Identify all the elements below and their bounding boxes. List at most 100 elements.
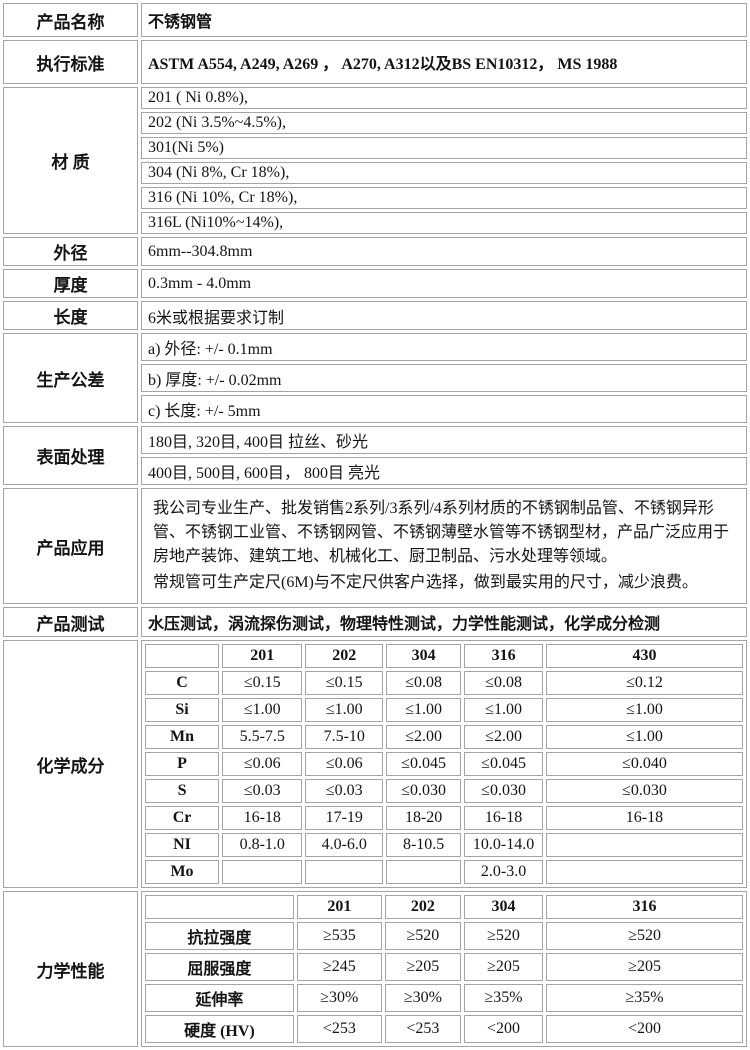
material-item: 301(Ni 5%): [141, 137, 747, 159]
chem-row: NI 0.8-1.0 4.0-6.0 8-10.5 10.0-14.0: [145, 833, 743, 857]
chem-row: Mn 5.5-7.5 7.5-10 ≤2.00 ≤2.00 ≤1.00: [145, 725, 743, 749]
chem-cell: ≤0.08: [386, 671, 462, 695]
tolerance-item: b) 厚度: +/- 0.02mm: [141, 364, 747, 392]
chem-cell: ≤0.030: [545, 779, 743, 803]
mech-cell: ≥520: [546, 922, 743, 950]
label-outer-diameter: 外径: [3, 237, 138, 266]
material-item: 304 (Ni 8%, Cr 18%),: [141, 162, 747, 184]
row-tolerance: c) 长度: +/- 5mm: [3, 395, 747, 423]
chem-element: S: [145, 779, 220, 803]
chem-cell: 10.0-14.0: [464, 833, 543, 857]
chem-cell: ≤0.045: [386, 752, 462, 776]
row-standards: 执行标准 ASTM A554, A249, A269 ， A270, A312以…: [3, 40, 747, 84]
label-application: 产品应用: [3, 488, 138, 604]
chem-element: P: [145, 752, 220, 776]
row-tolerance: 生产公差 a) 外径: +/- 0.1mm: [3, 333, 747, 423]
application-cell: 我公司专业生产、批发销售2系列/3系列/4系列材质的不锈钢制品管、不锈钢异形管、…: [141, 488, 747, 604]
chem-cell: ≤1.00: [545, 698, 743, 722]
product-name-value: 不锈钢管: [141, 3, 747, 37]
material-item: 201 ( Ni 0.8%),: [141, 87, 747, 109]
chem-cell: [222, 860, 303, 884]
material-item: 316L (Ni10%~14%),: [141, 212, 747, 234]
mech-row: 屈服强度 ≥245 ≥205 ≥205 ≥205: [145, 953, 743, 981]
mech-cell: ≥30%: [296, 984, 382, 1012]
chem-cell: ≤0.030: [464, 779, 543, 803]
length-value: 6米或根据要求订制: [141, 301, 747, 330]
chem-cell: ≤0.06: [222, 752, 303, 776]
mech-property: 延伸率: [145, 984, 294, 1012]
chem-cell: ≤1.00: [464, 698, 543, 722]
mech-cell: <200: [546, 1015, 743, 1043]
chem-cell: ≤0.045: [464, 752, 543, 776]
chem-cell: [386, 860, 462, 884]
mech-cell: <253: [384, 1015, 461, 1043]
outer-diameter-value: 6mm--304.8mm: [141, 237, 747, 266]
chem-cell: ≤0.03: [222, 779, 303, 803]
label-length: 长度: [3, 301, 138, 330]
label-standards: 执行标准: [3, 40, 138, 84]
mech-row: 抗拉强度 ≥535 ≥520 ≥520 ≥520: [145, 922, 743, 950]
row-outer-diameter: 外径 6mm--304.8mm: [3, 237, 747, 266]
standards-value: ASTM A554, A249, A269 ， A270, A312以及BS E…: [141, 40, 747, 84]
chem-cell: 2.0-3.0: [464, 860, 543, 884]
label-material: 材 质: [3, 87, 138, 234]
chem-element: Mo: [145, 860, 220, 884]
mech-cell: ≥520: [384, 922, 461, 950]
row-material: 材 质 201 ( Ni 0.8%),: [3, 87, 747, 234]
chem-header: [145, 644, 220, 668]
material-item: 316 (Ni 10%, Cr 18%),: [141, 187, 747, 209]
row-mechanical: 力学性能 201 202 304 316: [3, 891, 747, 1047]
mech-cell: ≥245: [296, 953, 382, 981]
chem-row: Si ≤1.00 ≤1.00 ≤1.00 ≤1.00 ≤1.00: [145, 698, 743, 722]
chem-element: NI: [145, 833, 220, 857]
chem-cell: [545, 860, 743, 884]
row-surface: 表面处理 180目, 320目, 400目 拉丝、砂光: [3, 426, 747, 485]
chem-header: 201: [222, 644, 303, 668]
chem-cell: ≤1.00: [305, 698, 384, 722]
mech-cell: ≥205: [463, 953, 544, 981]
mech-row: 延伸率 ≥30% ≥30% ≥35% ≥35%: [145, 984, 743, 1012]
chem-cell: [305, 860, 384, 884]
chem-cell: ≤0.08: [464, 671, 543, 695]
chem-cell: 16-18: [222, 806, 303, 830]
chem-cell: 16-18: [464, 806, 543, 830]
row-surface: 400目, 500目, 600目， 800目 亮光: [3, 457, 747, 485]
chem-cell: ≤2.00: [464, 725, 543, 749]
mech-cell: ≥205: [384, 953, 461, 981]
mech-cell: <200: [463, 1015, 544, 1043]
row-material: 316 (Ni 10%, Cr 18%),: [3, 187, 747, 209]
surface-item: 400目, 500目, 600目， 800目 亮光: [141, 457, 747, 485]
chem-header: 430: [545, 644, 743, 668]
chem-element: C: [145, 671, 220, 695]
row-material: 316L (Ni10%~14%),: [3, 212, 747, 234]
row-tolerance: b) 厚度: +/- 0.02mm: [3, 364, 747, 392]
chem-cell: 16-18: [545, 806, 743, 830]
chem-cell: ≤0.15: [222, 671, 303, 695]
chem-cell: ≤0.03: [305, 779, 384, 803]
chem-cell: 0.8-1.0: [222, 833, 303, 857]
row-length: 长度 6米或根据要求订制: [3, 301, 747, 330]
label-mechanical: 力学性能: [3, 891, 138, 1047]
row-material: 202 (Ni 3.5%~4.5%),: [3, 112, 747, 134]
mech-cell: ≥35%: [546, 984, 743, 1012]
mech-cell: ≥35%: [463, 984, 544, 1012]
mech-property: 硬度 (HV): [145, 1015, 294, 1043]
chem-cell: 7.5-10: [305, 725, 384, 749]
chem-cell: ≤0.15: [305, 671, 384, 695]
row-chemistry: 化学成分 201 202 304 316 430: [3, 640, 747, 888]
row-testing: 产品测试 水压测试，涡流探伤测试，物理特性测试，力学性能测试，化学成分检测: [3, 607, 747, 637]
label-tolerance: 生产公差: [3, 333, 138, 423]
thickness-value: 0.3mm - 4.0mm: [141, 269, 747, 298]
row-thickness: 厚度 0.3mm - 4.0mm: [3, 269, 747, 298]
chem-row: Cr 16-18 17-19 18-20 16-18 16-18: [145, 806, 743, 830]
label-surface: 表面处理: [3, 426, 138, 485]
mech-cell: ≥535: [296, 922, 382, 950]
row-material: 301(Ni 5%): [3, 137, 747, 159]
mechanical-table: 201 202 304 316 抗拉强度 ≥535 ≥520 ≥520 ≥520: [142, 892, 746, 1046]
application-paragraph: 我公司专业生产、批发销售2系列/3系列/4系列材质的不锈钢制品管、不锈钢异形管、…: [153, 500, 730, 565]
row-product-name: 产品名称 不锈钢管: [3, 3, 747, 37]
chem-element: Si: [145, 698, 220, 722]
chem-cell: ≤2.00: [386, 725, 462, 749]
chem-row: C ≤0.15 ≤0.15 ≤0.08 ≤0.08 ≤0.12: [145, 671, 743, 695]
